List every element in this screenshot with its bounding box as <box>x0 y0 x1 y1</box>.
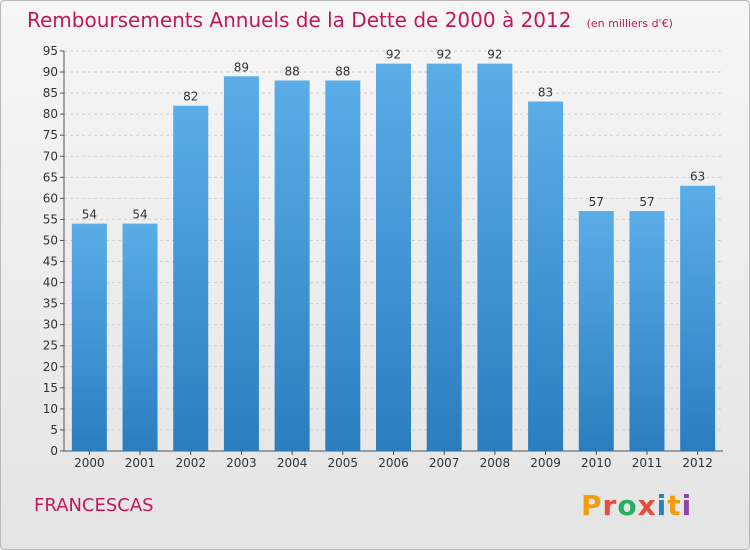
data-label: 57 <box>589 195 604 209</box>
data-label: 54 <box>132 208 147 222</box>
y-tick-label: 15 <box>43 381 58 395</box>
y-tick-label: 75 <box>43 128 58 142</box>
logo-letter: r <box>602 489 618 522</box>
bar <box>223 76 259 452</box>
logo-letter: x <box>637 489 657 522</box>
logo-letter: o <box>617 489 638 522</box>
x-tick-label: 2011 <box>632 456 663 470</box>
data-label: 63 <box>690 170 705 184</box>
logo-letter: t <box>667 489 682 522</box>
chart-title: Remboursements Annuels de la Dette de 20… <box>27 8 673 32</box>
data-label: 92 <box>487 48 502 62</box>
chart-unit-note: (en milliers d'€) <box>586 17 673 30</box>
y-tick-label: 40 <box>43 276 58 290</box>
bar <box>629 211 665 451</box>
y-tick-label: 10 <box>43 402 58 416</box>
x-tick-label: 2005 <box>328 456 359 470</box>
x-tick-label: 2009 <box>530 456 561 470</box>
x-tick-label: 2008 <box>480 456 511 470</box>
y-tick-label: 50 <box>43 233 58 247</box>
data-label: 82 <box>183 90 198 104</box>
y-tick-label: 70 <box>43 149 58 163</box>
bar <box>71 223 107 451</box>
y-tick-label: 35 <box>43 297 58 311</box>
y-tick-label: 60 <box>43 191 58 205</box>
logo-letter: P <box>581 489 603 522</box>
x-tick-label: 2001 <box>125 456 156 470</box>
data-label: 88 <box>284 64 299 78</box>
bar <box>376 63 411 451</box>
y-tick-label: 5 <box>50 423 58 437</box>
bar <box>426 63 462 451</box>
bar <box>173 105 209 451</box>
data-label: 92 <box>437 48 452 62</box>
bar <box>528 101 564 452</box>
bar <box>578 211 614 451</box>
data-label: 57 <box>639 195 654 209</box>
y-tick-label: 30 <box>43 318 58 332</box>
x-tick-label: 2003 <box>226 456 257 470</box>
x-tick-label: 2012 <box>682 456 713 470</box>
bar <box>122 223 158 451</box>
data-label: 89 <box>234 60 249 74</box>
y-tick-label: 20 <box>43 360 58 374</box>
y-tick-label: 55 <box>43 212 58 226</box>
data-label: 54 <box>82 208 97 222</box>
bar <box>274 80 310 451</box>
chart-title-text: Remboursements Annuels de la Dette de 20… <box>27 8 572 32</box>
logo-letter: i <box>681 489 693 522</box>
x-tick-label: 2002 <box>175 456 206 470</box>
data-label: 92 <box>386 48 401 62</box>
x-tick-label: 2000 <box>74 456 105 470</box>
y-tick-label: 25 <box>43 339 58 353</box>
x-tick-label: 2006 <box>378 456 409 470</box>
y-tick-label: 80 <box>43 107 58 121</box>
y-tick-label: 95 <box>43 44 58 58</box>
data-label: 83 <box>538 86 553 100</box>
x-tick-label: 2010 <box>581 456 612 470</box>
y-tick-label: 0 <box>50 444 58 458</box>
x-tick-label: 2004 <box>277 456 308 470</box>
data-label: 88 <box>335 64 350 78</box>
logo-letter: i <box>656 489 668 522</box>
y-tick-label: 90 <box>43 65 58 79</box>
x-tick-label: 2007 <box>429 456 460 470</box>
y-tick-label: 45 <box>43 255 58 269</box>
proxiti-logo: Proxiti <box>581 489 692 522</box>
y-tick-label: 85 <box>43 86 58 100</box>
bar <box>477 63 513 451</box>
y-tick-label: 65 <box>43 170 58 184</box>
bar <box>325 80 361 451</box>
commune-name: FRANCESCAS <box>34 495 154 516</box>
bar <box>680 185 716 451</box>
